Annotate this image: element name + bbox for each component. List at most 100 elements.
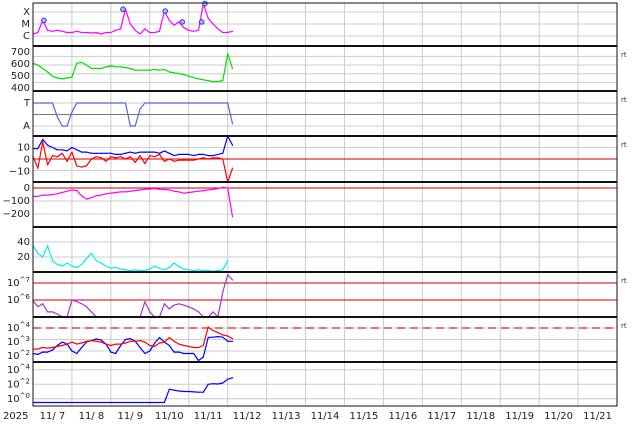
data-point [188,345,190,348]
data-point [212,80,214,83]
data-point [47,245,49,247]
data-point [154,345,156,348]
data-point [76,352,78,355]
y-tick-label: T [23,98,31,109]
data-point [231,30,234,32]
data-point [66,262,68,264]
data-point [178,159,180,161]
data-point [222,186,224,188]
data-point [105,152,107,154]
data-point [120,344,122,347]
data-point [81,166,83,168]
panel-density [32,241,617,272]
data-point [90,197,92,199]
data-point [202,391,204,393]
data-point [202,79,204,81]
data-point [37,252,39,254]
data-point [231,67,234,70]
data-point [178,21,180,23]
data-point [212,188,214,190]
data-point [168,152,170,154]
data-point [183,192,185,194]
panel-speed [32,53,617,83]
data-point [212,154,214,157]
data-point [42,102,44,104]
data-point [197,346,200,349]
data-point [154,68,156,70]
data-point [178,102,180,104]
flare-marker [120,6,126,13]
x-tick-label: 11/ 8 [79,411,105,422]
data-point [124,102,127,104]
x-tick-label: 11/14 [311,411,340,422]
data-point [183,102,185,104]
data-point [197,102,200,104]
data-point [197,190,200,192]
data-point [134,125,136,127]
data-point [47,144,49,146]
data-point [207,189,209,191]
data-point [129,151,131,153]
data-point [163,303,165,305]
data-point [193,102,195,104]
x-tick-label: 11/10 [155,411,184,422]
panel-xray [32,0,617,37]
data-point [193,76,195,79]
data-point [71,341,73,343]
data-point [100,194,102,196]
data-point [227,31,229,34]
data-point [193,159,195,161]
data-point [85,31,88,34]
data-point [71,401,73,404]
data-point [85,151,88,153]
data-point [173,389,175,391]
data-point [115,29,117,31]
y-tick-label: 10^4 [7,363,31,376]
data-point [173,351,175,353]
data-point [120,156,122,158]
data-point [129,67,131,70]
data-point [139,340,141,342]
data-point [193,269,195,272]
y-tick-label: X [23,7,30,18]
data-point [163,401,165,404]
data-point [100,341,102,343]
data-point [178,343,180,345]
data-point [37,31,39,34]
data-point [149,344,151,347]
y-tick-label: 600 [11,59,30,70]
data-point [105,401,107,404]
data-point [37,401,39,404]
data-point [183,27,185,29]
data-point [37,306,39,308]
y-tick-label: M [21,19,30,30]
flare-marker [179,19,186,25]
data-point [71,265,73,267]
data-point [76,30,78,32]
data-point [47,351,49,353]
data-point [139,151,141,153]
data-point [158,267,161,269]
x-tick-label: 11/ 9 [118,411,144,422]
data-point [47,401,49,404]
data-point [100,67,102,70]
data-point [81,401,83,404]
data-point [71,31,73,34]
x-tick-label: 11/11 [194,411,223,422]
data-point [90,152,92,154]
data-point [85,165,88,167]
data-point [178,351,180,353]
data-point [124,158,127,160]
data-point [61,149,63,151]
data-point [173,102,175,104]
data-point [51,346,54,349]
data-point [227,102,229,104]
data-point [217,157,219,159]
data-point [124,67,127,69]
data-point [139,108,141,110]
data-point [95,156,97,158]
data-point [76,189,78,192]
data-point [56,156,58,158]
data-point [193,30,195,32]
